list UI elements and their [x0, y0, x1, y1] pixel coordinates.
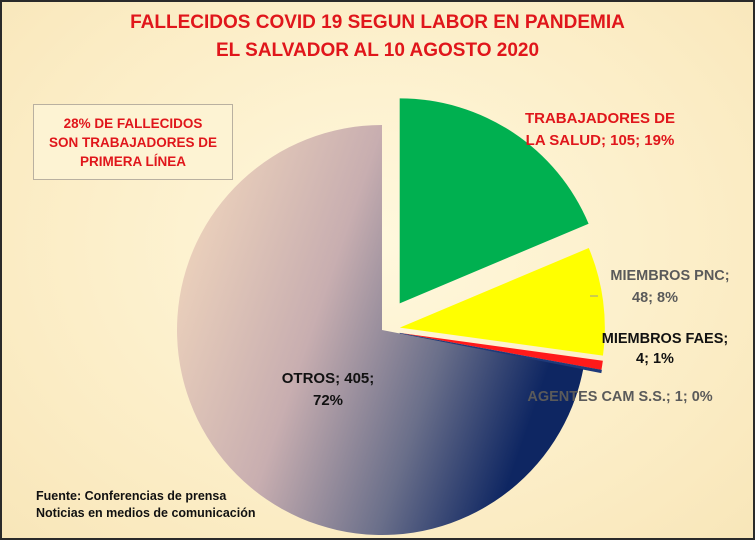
- slice-otros: [177, 125, 584, 535]
- slice-miembros-pnc: [399, 248, 605, 356]
- label-otros-line-2: 72%: [313, 392, 343, 409]
- slice-agentes-cam: [399, 332, 602, 374]
- slice-trabajadores-salud: [399, 98, 589, 304]
- chart-title: FALLECIDOS COVID 19 SEGUN LABOR EN PANDE…: [130, 12, 625, 33]
- slice-miembros-faes: [399, 332, 603, 370]
- source-line-1: Fuente: Conferencias de prensa: [36, 489, 227, 503]
- note-text: 28% DE FALLECIDOS SON TRABAJADORES DE PR…: [48, 115, 218, 169]
- label-otros-line-1: OTROS; 405;: [282, 370, 375, 387]
- label-cam: AGENTES CAM S.S.; 1; 0%: [527, 389, 712, 405]
- label-pnc-line-2: 48; 8%: [632, 290, 678, 306]
- label-salud-line-2: LA SALUD; 105; 19%: [526, 132, 675, 149]
- note-box: 28% DE FALLECIDOS SON TRABAJADORES DE PR…: [33, 104, 233, 180]
- source-line-2: Noticias en medios de comunicación: [36, 506, 256, 520]
- label-pnc-line-1: MIEMBROS PNC;: [610, 268, 729, 284]
- chart-subtitle: EL SALVADOR AL 10 AGOSTO 2020: [215, 40, 540, 61]
- source-note: Fuente: Conferencias de prensa Noticias …: [36, 488, 256, 522]
- label-faes-line-2: 4; 1%: [636, 351, 674, 367]
- label-salud-line-1: TRABAJADORES DE: [525, 110, 675, 127]
- label-faes-line-1: MIEMBROS FAES;: [602, 331, 728, 347]
